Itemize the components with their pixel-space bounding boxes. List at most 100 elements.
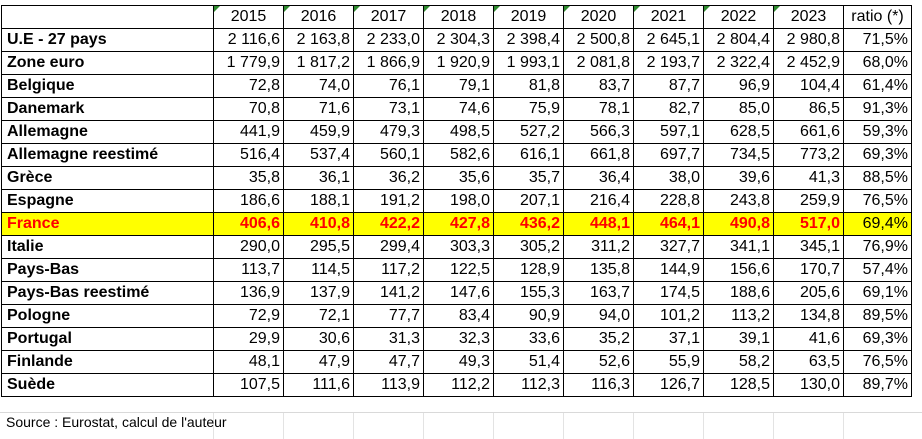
value-cell[interactable]: 111,6 [283,373,354,397]
value-cell[interactable]: 74,0 [283,74,354,98]
value-cell[interactable]: 661,6 [773,120,844,144]
value-cell[interactable]: 130,0 [773,373,844,397]
value-cell[interactable]: 1 866,9 [353,51,424,75]
value-cell[interactable]: 697,7 [633,143,704,167]
value-cell[interactable]: 628,5 [703,120,774,144]
value-cell[interactable]: 113,7 [213,258,284,282]
value-cell[interactable]: 41,3 [773,166,844,190]
value-cell[interactable]: 47,7 [353,350,424,374]
value-cell[interactable]: 104,4 [773,74,844,98]
value-cell[interactable]: 141,2 [353,281,424,305]
value-cell[interactable]: 305,2 [493,235,564,259]
ratio-cell[interactable]: 88,5% [843,166,912,190]
value-cell[interactable]: 32,3 [423,327,494,351]
value-cell[interactable]: 29,9 [213,327,284,351]
value-cell[interactable]: 216,4 [563,189,634,213]
value-cell[interactable]: 128,5 [703,373,774,397]
value-cell[interactable]: 116,3 [563,373,634,397]
value-cell[interactable]: 126,7 [633,373,704,397]
value-cell[interactable]: 174,5 [633,281,704,305]
value-cell[interactable]: 112,3 [493,373,564,397]
value-cell[interactable]: 566,3 [563,120,634,144]
value-cell[interactable]: 87,7 [633,74,704,98]
value-cell[interactable]: 327,7 [633,235,704,259]
ratio-cell[interactable]: 89,5% [843,304,912,328]
value-cell[interactable]: 72,8 [213,74,284,98]
ratio-cell[interactable]: 69,4% [843,212,912,236]
value-cell[interactable]: 427,8 [423,212,494,236]
value-cell[interactable]: 527,2 [493,120,564,144]
ratio-cell[interactable]: 91,3% [843,97,912,121]
value-cell[interactable]: 147,6 [423,281,494,305]
value-cell[interactable]: 36,2 [353,166,424,190]
value-cell[interactable]: 112,2 [423,373,494,397]
value-cell[interactable]: 560,1 [353,143,424,167]
value-cell[interactable]: 35,6 [423,166,494,190]
value-cell[interactable]: 198,0 [423,189,494,213]
ratio-cell[interactable]: 76,9% [843,235,912,259]
year-header-2021[interactable]: 2021 [633,5,704,29]
row-label[interactable]: Pays-Bas reestimé [1,281,214,305]
value-cell[interactable]: 48,1 [213,350,284,374]
value-cell[interactable]: 117,2 [353,258,424,282]
value-cell[interactable]: 85,0 [703,97,774,121]
value-cell[interactable]: 37,1 [633,327,704,351]
value-cell[interactable]: 107,5 [213,373,284,397]
value-cell[interactable]: 2 163,8 [283,28,354,52]
value-cell[interactable]: 441,9 [213,120,284,144]
row-label[interactable]: Finlande [1,350,214,374]
value-cell[interactable]: 582,6 [423,143,494,167]
row-label[interactable]: Allemagne reestimé [1,143,214,167]
value-cell[interactable]: 341,1 [703,235,774,259]
value-cell[interactable]: 464,1 [633,212,704,236]
year-header-2020[interactable]: 2020 [563,5,634,29]
value-cell[interactable]: 188,1 [283,189,354,213]
value-cell[interactable]: 303,3 [423,235,494,259]
value-cell[interactable]: 2 322,4 [703,51,774,75]
value-cell[interactable]: 155,3 [493,281,564,305]
value-cell[interactable]: 83,7 [563,74,634,98]
value-cell[interactable]: 345,1 [773,235,844,259]
value-cell[interactable]: 436,2 [493,212,564,236]
value-cell[interactable]: 479,3 [353,120,424,144]
value-cell[interactable]: 31,3 [353,327,424,351]
value-cell[interactable]: 410,8 [283,212,354,236]
value-cell[interactable]: 94,0 [563,304,634,328]
value-cell[interactable]: 81,8 [493,74,564,98]
year-header-2023[interactable]: 2023 [773,5,844,29]
row-label[interactable]: Pays-Bas [1,258,214,282]
value-cell[interactable]: 55,9 [633,350,704,374]
value-cell[interactable]: 299,4 [353,235,424,259]
ratio-cell[interactable]: 69,3% [843,143,912,167]
value-cell[interactable]: 72,1 [283,304,354,328]
value-cell[interactable]: 2 081,8 [563,51,634,75]
value-cell[interactable]: 77,7 [353,304,424,328]
ratio-cell[interactable]: 76,5% [843,350,912,374]
value-cell[interactable]: 36,4 [563,166,634,190]
value-cell[interactable]: 135,8 [563,258,634,282]
value-cell[interactable]: 35,7 [493,166,564,190]
year-header-2017[interactable]: 2017 [353,5,424,29]
value-cell[interactable]: 311,2 [563,235,634,259]
value-cell[interactable]: 207,1 [493,189,564,213]
value-cell[interactable]: 136,9 [213,281,284,305]
value-cell[interactable]: 773,2 [773,143,844,167]
value-cell[interactable]: 73,1 [353,97,424,121]
value-cell[interactable]: 33,6 [493,327,564,351]
ratio-cell[interactable]: 69,1% [843,281,912,305]
value-cell[interactable]: 75,9 [493,97,564,121]
value-cell[interactable]: 243,8 [703,189,774,213]
ratio-cell[interactable]: 71,5% [843,28,912,52]
ratio-cell[interactable]: 61,4% [843,74,912,98]
value-cell[interactable]: 30,6 [283,327,354,351]
row-label[interactable]: Belgique [1,74,214,98]
value-cell[interactable]: 72,9 [213,304,284,328]
year-header-2015[interactable]: 2015 [213,5,284,29]
value-cell[interactable]: 498,5 [423,120,494,144]
value-cell[interactable]: 86,5 [773,97,844,121]
value-cell[interactable]: 39,6 [703,166,774,190]
row-label[interactable]: Portugal [1,327,214,351]
value-cell[interactable]: 101,2 [633,304,704,328]
year-header-2019[interactable]: 2019 [493,5,564,29]
value-cell[interactable]: 459,9 [283,120,354,144]
